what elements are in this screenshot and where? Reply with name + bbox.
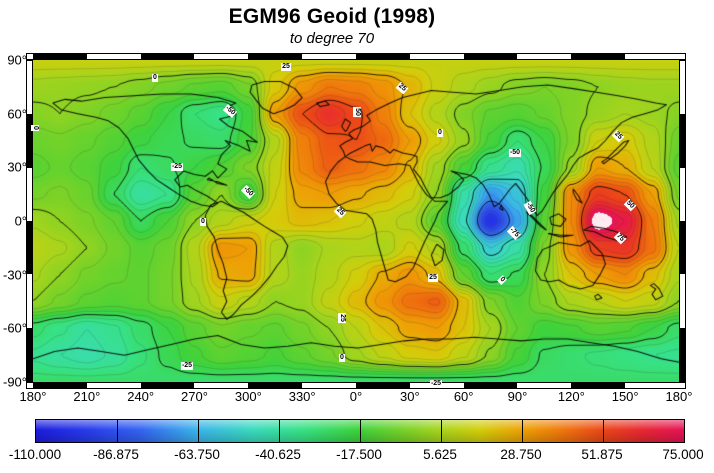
frame-segment <box>355 383 410 388</box>
frame-segment <box>571 54 626 59</box>
lat-tick-label: -60° <box>3 320 27 336</box>
contour-label: 50 <box>353 107 361 117</box>
colorbar-value-label: 75.000 <box>662 447 704 462</box>
frame-segment <box>625 383 679 388</box>
frame-segment <box>302 54 356 59</box>
contour-label: 0 <box>31 125 39 131</box>
map-frame-left <box>26 60 33 382</box>
contour-label: -50 <box>508 149 522 157</box>
lat-tick-label: 0° <box>14 213 27 229</box>
frame-segment <box>33 383 87 388</box>
contour-label: 25 <box>281 63 291 71</box>
frame-segment <box>680 274 685 328</box>
colorbar <box>35 419 685 443</box>
frame-segment <box>571 383 626 388</box>
contour-label: 25 <box>428 274 438 282</box>
frame-segment <box>86 54 141 59</box>
frame-corner <box>27 54 33 59</box>
frame-corner <box>678 54 685 59</box>
frame-segment <box>625 54 679 59</box>
lon-tick-label: 330° <box>288 389 316 404</box>
frame-segment <box>27 327 32 381</box>
frame-segment <box>140 54 195 59</box>
frame-segment <box>680 61 685 115</box>
frame-segment <box>140 383 195 388</box>
frame-segment <box>409 54 464 59</box>
lon-tick-label: 60° <box>453 389 474 404</box>
lon-tick-label: 120° <box>557 389 585 404</box>
frame-corner <box>27 383 33 388</box>
colorbar-value-label: -63.750 <box>174 447 220 462</box>
frame-segment <box>27 167 32 221</box>
colorbar-value-label: -17.500 <box>336 447 382 462</box>
lat-tick-label: 30° <box>7 159 27 175</box>
frame-segment <box>27 61 32 115</box>
lon-tick-label: 0° <box>349 389 363 404</box>
lat-tick-label: 90° <box>7 52 27 68</box>
map-frame-bottom <box>26 382 686 389</box>
lon-tick-label: 90° <box>507 389 528 404</box>
frame-segment <box>27 220 32 275</box>
colorbar-tick <box>279 420 280 442</box>
lat-tick-label: -90° <box>3 374 27 390</box>
page-subtitle: to degree 70 <box>289 30 375 47</box>
map-frame-top <box>26 53 686 60</box>
colorbar-value-label: -110.000 <box>8 447 62 462</box>
lon-tick-label: 30° <box>399 389 420 404</box>
frame-corner <box>678 383 685 388</box>
colorbar-tick <box>198 420 199 442</box>
frame-segment <box>355 54 410 59</box>
colorbar-tick <box>522 420 523 442</box>
frame-segment <box>33 54 87 59</box>
lon-tick-label: 270° <box>181 389 208 404</box>
colorbar-value-label: 5.625 <box>423 447 457 462</box>
page-title: EGM96 Geoid (1998) <box>228 5 436 28</box>
lon-tick-label: 150° <box>611 389 639 404</box>
lat-tick-label: -30° <box>3 267 27 283</box>
contour-label: 0 <box>152 74 158 82</box>
frame-segment <box>248 54 303 59</box>
colorbar-value-label: 51.875 <box>581 447 623 462</box>
lon-tick-label: 210° <box>73 389 101 404</box>
colorbar-tick <box>441 420 442 442</box>
frame-segment <box>463 383 518 388</box>
contour-label: -25 <box>429 380 443 388</box>
frame-segment <box>27 114 32 168</box>
frame-segment <box>517 54 572 59</box>
frame-segment <box>517 383 572 388</box>
contour-label: -25 <box>170 163 184 171</box>
lon-tick-label: 180° <box>665 389 693 404</box>
contour-label: -25 <box>180 362 194 370</box>
frame-segment <box>194 54 249 59</box>
colorbar-tick <box>603 420 604 442</box>
lon-tick-label: 180° <box>19 389 47 404</box>
frame-segment <box>680 114 685 168</box>
frame-segment <box>27 274 32 328</box>
frame-segment <box>248 383 303 388</box>
map-frame-right <box>679 60 686 382</box>
contour-label: 0 <box>437 129 443 137</box>
lon-tick-label: 300° <box>234 389 262 404</box>
colorbar-value-label: -86.875 <box>93 447 139 462</box>
contour-label: 0 <box>339 354 345 362</box>
colorbar-value-label: 28.750 <box>500 447 542 462</box>
frame-segment <box>302 383 356 388</box>
colorbar-tick <box>360 420 361 442</box>
frame-segment <box>680 167 685 221</box>
colorbar-tick <box>117 420 118 442</box>
frame-segment <box>680 327 685 381</box>
frame-segment <box>463 54 518 59</box>
lat-tick-label: 60° <box>7 106 27 122</box>
frame-segment <box>194 383 249 388</box>
frame-segment <box>86 383 141 388</box>
contour-label: 25 <box>338 313 346 323</box>
lon-tick-label: 240° <box>127 389 155 404</box>
frame-segment <box>680 220 685 275</box>
contour-label: 0 <box>200 218 206 226</box>
colorbar-value-label: -40.625 <box>255 447 301 462</box>
